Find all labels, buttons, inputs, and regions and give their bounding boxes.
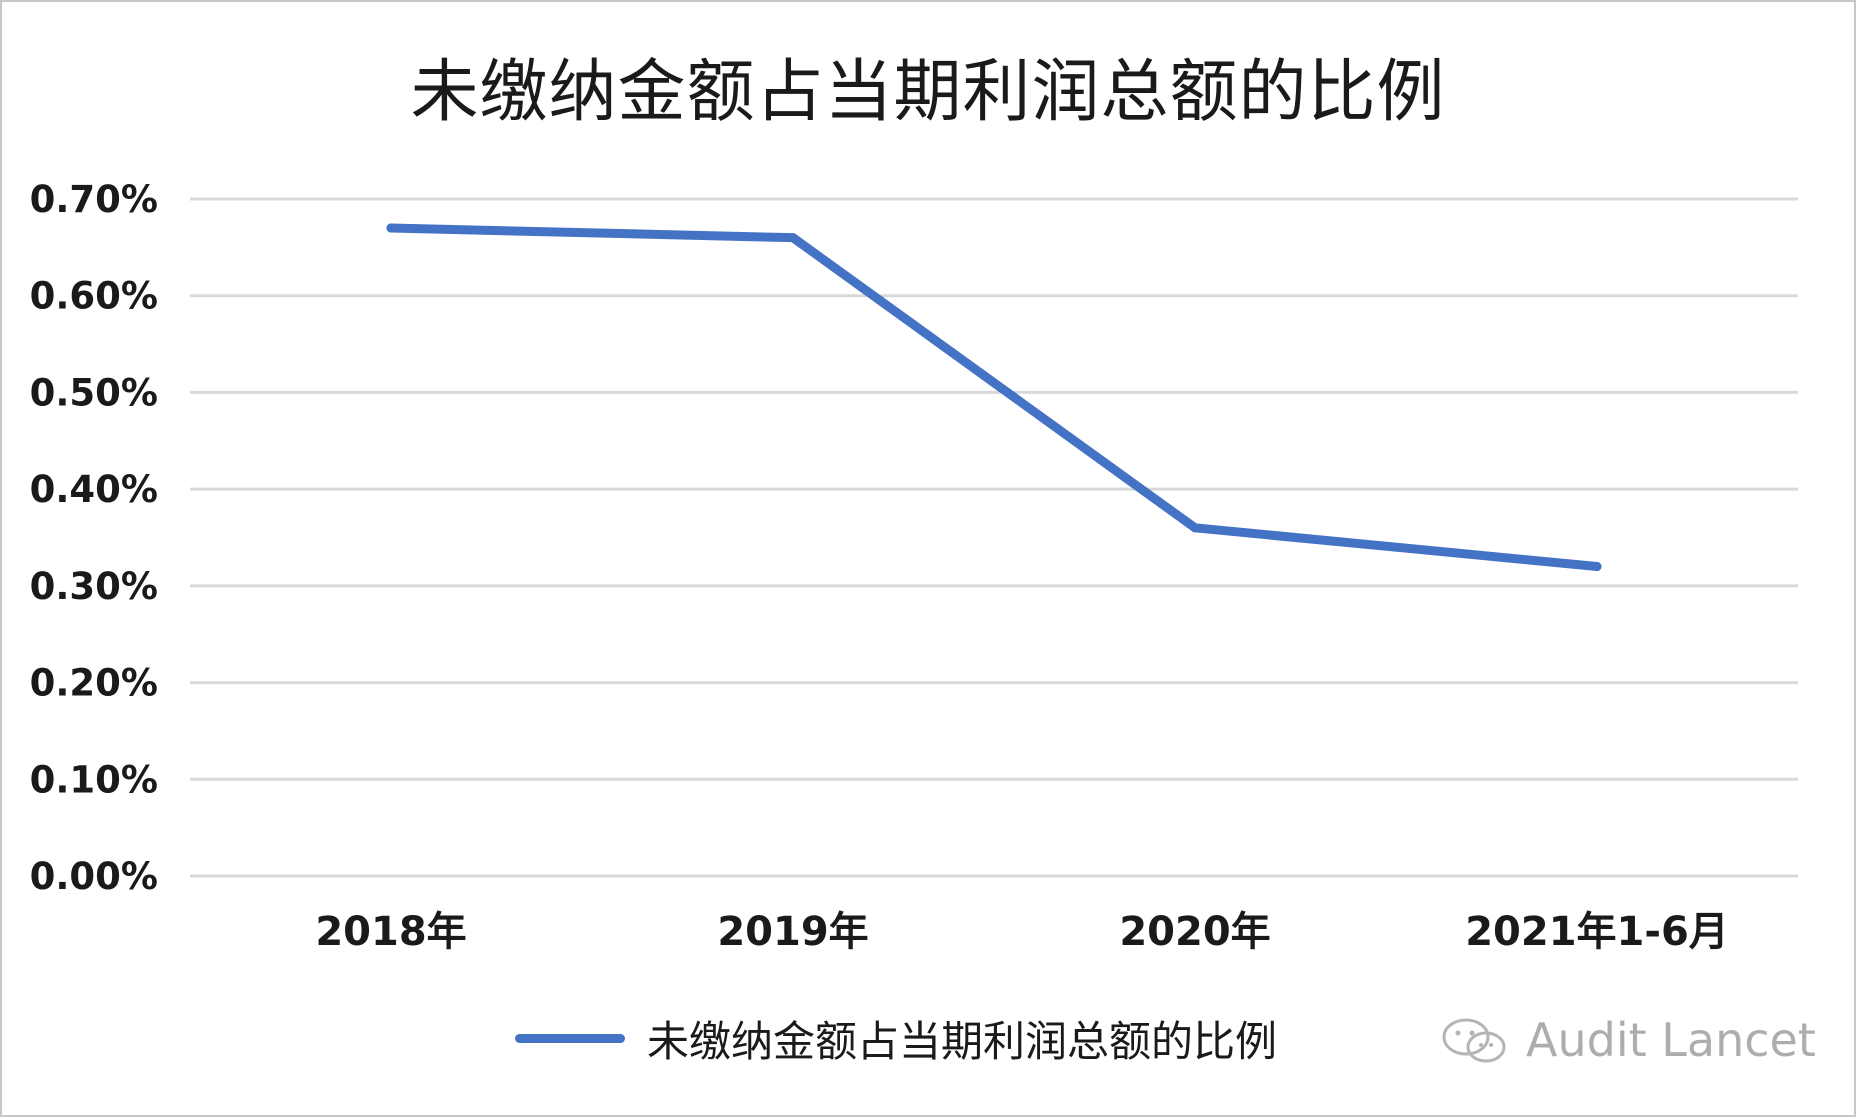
y-tick-label: 0.10% — [30, 758, 158, 801]
y-tick-label: 0.70% — [30, 178, 158, 221]
y-tick-label: 0.50% — [30, 371, 158, 414]
wechat-icon — [1442, 1018, 1506, 1063]
data-point — [788, 233, 798, 243]
legend-label: 未缴纳金额占当期利润总额的比例 — [647, 1016, 1278, 1066]
y-axis-ticks: 0.00% 0.10% 0.20% 0.30% 0.40% 0.50% 0.60% 0.70% — [30, 178, 158, 898]
series-line — [386, 223, 1602, 572]
watermark: Audit Lancet — [1440, 1010, 1816, 1070]
y-tick-label: 0.20% — [30, 662, 158, 705]
chart-title: 未缴纳金额占当期利润总额的比例 — [410, 53, 1446, 132]
x-tick-label: 2019年 — [717, 909, 868, 955]
x-tick-label: 2020年 — [1119, 909, 1270, 955]
series-layer — [386, 223, 1602, 572]
data-point — [386, 223, 396, 233]
data-point — [1592, 562, 1602, 572]
x-axis-ticks: 2018年 2019年 2020年 2021年1-6月 — [315, 909, 1728, 955]
x-tick-label: 2018年 — [315, 909, 466, 955]
legend-swatch — [515, 1033, 625, 1043]
data-point — [1190, 523, 1200, 533]
watermark-text: Audit Lancet — [1526, 1013, 1816, 1067]
y-tick-label: 0.00% — [30, 855, 158, 898]
legend: 未缴纳金额占当期利润总额的比例 — [515, 1008, 1277, 1068]
y-tick-label: 0.60% — [30, 275, 158, 318]
y-tick-label: 0.40% — [30, 468, 158, 511]
y-tick-label: 0.30% — [30, 565, 158, 608]
grid-lines — [190, 197, 1798, 878]
x-tick-label: 2021年1-6月 — [1465, 909, 1729, 955]
